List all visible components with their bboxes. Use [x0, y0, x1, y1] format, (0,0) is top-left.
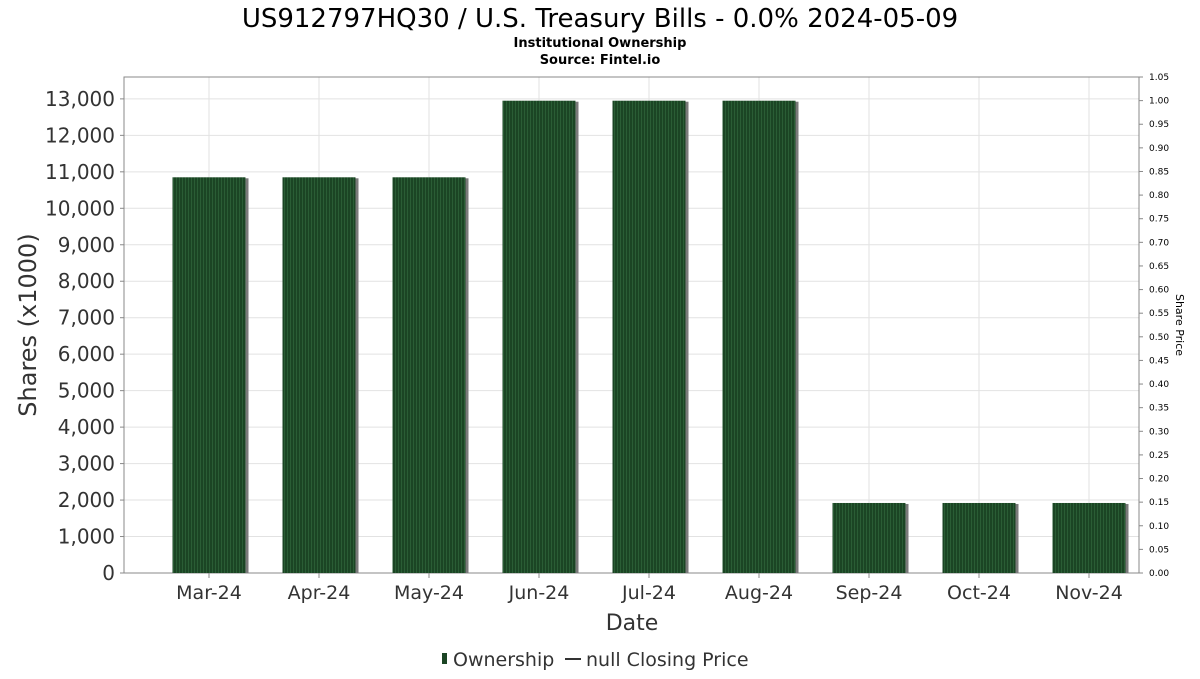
x-tick-label-nov-24: Nov-24: [1055, 582, 1123, 604]
y2-tick-label: 0.40: [1149, 380, 1169, 390]
y2-tick-label: 0.65: [1149, 262, 1169, 272]
y2-tick-label: 0.60: [1149, 286, 1169, 296]
x-axis-label: Date: [606, 611, 659, 636]
y2-tick-label: 1.05: [1149, 73, 1169, 83]
y2-tick-label: 0.00: [1149, 569, 1169, 579]
bar-ownership-jun-24: [502, 100, 576, 574]
bar-ownership-sep-24: [832, 502, 906, 573]
y2-tick-label: 0.15: [1149, 498, 1169, 508]
x-tick-label-sep-24: Sep-24: [836, 582, 903, 604]
bar-ownership-oct-24: [942, 502, 1016, 573]
chart-subtitle: Institutional Ownership: [514, 36, 687, 51]
y-tick-label: 5,000: [58, 379, 115, 403]
y-tick-label: 1,000: [58, 525, 115, 549]
y-tick-label: 11,000: [45, 160, 115, 184]
y-tick-label: 10,000: [45, 196, 115, 220]
y-tick-label: 9,000: [58, 233, 115, 257]
bar-ownership-aug-24: [722, 100, 796, 574]
y2-tick-label: 0.35: [1149, 404, 1169, 414]
y-tick-label: 13,000: [45, 87, 115, 111]
y2-tick-label: 0.05: [1149, 545, 1169, 555]
chart-source: Source: Fintel.io: [540, 53, 661, 68]
bar-ownership-nov-24: [1052, 502, 1126, 573]
y2-tick-label: 0.95: [1149, 120, 1169, 130]
x-tick-label-jun-24: Jun-24: [508, 582, 570, 604]
y-tick-label: 8,000: [58, 269, 115, 293]
y-tick-label: 0: [102, 561, 115, 585]
bar-ownership-mar-24: [172, 177, 246, 573]
y2-tick-label: 0.45: [1149, 356, 1169, 366]
y2-tick-label: 0.25: [1149, 451, 1169, 461]
y-tick-label: 4,000: [58, 415, 115, 439]
legend-ownership-label: Ownership: [453, 649, 554, 671]
bar-ownership-jul-24: [612, 100, 686, 574]
legend-price-label: null Closing Price: [586, 649, 749, 671]
y-axis-label: Shares (x1000): [14, 233, 42, 416]
y2-tick-label: 0.10: [1149, 522, 1169, 532]
y2-tick-label: 0.80: [1149, 191, 1169, 201]
y-tick-label: 7,000: [58, 306, 115, 330]
y-tick-label: 2,000: [58, 488, 115, 512]
y2-axis-label: Share Price: [1173, 294, 1186, 356]
y-tick-label: 6,000: [58, 342, 115, 366]
y2-tick-label: 0.30: [1149, 427, 1169, 437]
bar-ownership-apr-24: [282, 177, 356, 573]
y2-tick-label: 0.55: [1149, 309, 1169, 319]
bar-ownership-may-24: [392, 177, 466, 573]
legend: Ownership null Closing Price: [442, 649, 749, 671]
bars-group: [172, 100, 1129, 574]
y2-tick-label: 1.00: [1149, 97, 1169, 107]
legend-ownership-swatch: [442, 653, 447, 664]
y2-tick-label: 0.75: [1149, 215, 1169, 225]
x-tick-label-jul-24: Jul-24: [621, 582, 676, 604]
y-tick-label: 12,000: [45, 123, 115, 147]
chart-title: US912797HQ30 / U.S. Treasury Bills - 0.0…: [242, 4, 958, 34]
y2-tick-label: 0.90: [1149, 144, 1169, 154]
x-tick-label-apr-24: Apr-24: [288, 582, 351, 604]
y2-tick-label: 0.70: [1149, 238, 1169, 248]
y2-axis-ticks: 0.00 0.05 0.10 0.15 0.20 0.25 0.30 0.35 0.40 0.45…: [1139, 73, 1169, 579]
y-tick-label: 3,000: [58, 452, 115, 476]
x-tick-label-aug-24: Aug-24: [725, 582, 793, 604]
x-tick-label-mar-24: Mar-24: [176, 582, 242, 604]
x-axis-ticks: Mar-24 Apr-24 May-24 Jun-24 Jul-24 Aug-24 Sep-…: [176, 573, 1123, 604]
x-tick-label-oct-24: Oct-24: [947, 582, 1011, 604]
y2-tick-label: 0.20: [1149, 475, 1169, 485]
y-axis-ticks: 0 1,000 2,000 3,000 4,000 5,000 6,000 7,000 8,00…: [45, 77, 125, 585]
x-tick-label-may-24: May-24: [394, 582, 464, 604]
y2-tick-label: 0.85: [1149, 167, 1169, 177]
y2-tick-label: 0.50: [1149, 333, 1169, 343]
